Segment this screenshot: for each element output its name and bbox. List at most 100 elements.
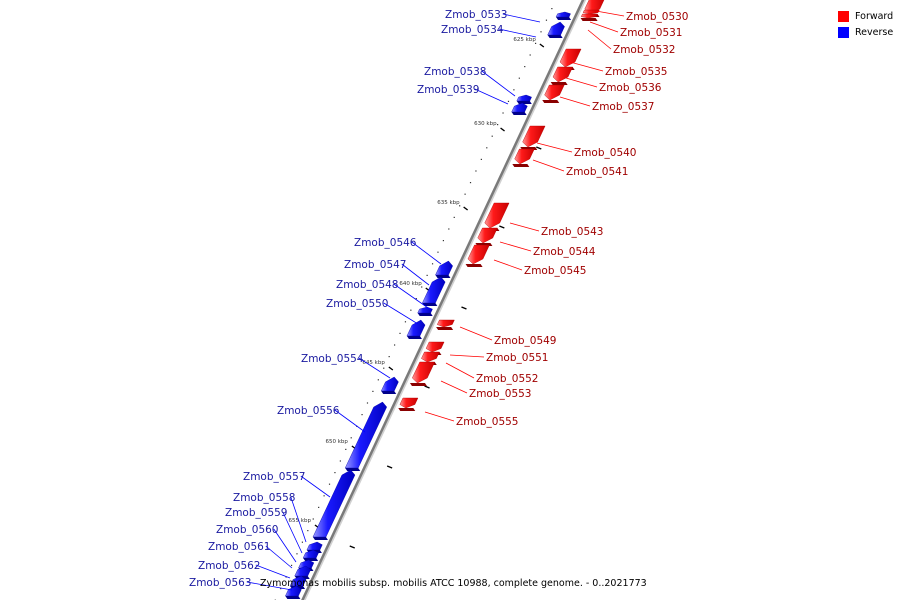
legend-label-forward: Forward <box>855 11 894 22</box>
minor-tick <box>529 54 531 56</box>
gene-arrow-zmob-0563[interactable] <box>285 585 302 597</box>
minor-tick <box>513 89 515 91</box>
gene-leader-line <box>498 28 537 38</box>
gene-label-zmob-0535[interactable]: Zmob_0535 <box>605 66 667 78</box>
gene-label-zmob-0531[interactable]: Zmob_0531 <box>620 27 682 39</box>
gene-arrow-zmob-0558[interactable] <box>306 541 323 551</box>
scale-mark <box>461 306 467 310</box>
minor-tick <box>551 8 553 10</box>
gene-label-zmob-0555[interactable]: Zmob_0555 <box>456 416 518 428</box>
gene-label-zmob-0559[interactable]: Zmob_0559 <box>225 507 287 519</box>
gene-arrow-zmob-0543[interactable] <box>484 202 510 229</box>
minor-tick <box>524 66 526 68</box>
gene-label-zmob-0532[interactable]: Zmob_0532 <box>613 44 675 56</box>
gene-label-zmob-0557[interactable]: Zmob_0557 <box>243 471 305 483</box>
gene-leader-line <box>358 357 391 379</box>
gene-leader-line <box>445 362 475 379</box>
gene-label-zmob-0543[interactable]: Zmob_0543 <box>541 226 603 238</box>
gene-arrow-shadow <box>512 164 530 167</box>
scale-mark <box>349 545 356 549</box>
gene-label-zmob-0548[interactable]: Zmob_0548 <box>336 279 398 291</box>
gene-label-zmob-0549[interactable]: Zmob_0549 <box>494 335 556 347</box>
minor-tick <box>464 193 466 195</box>
gene-label-zmob-0536[interactable]: Zmob_0536 <box>599 82 662 94</box>
gene-arrow-shadow <box>345 468 361 471</box>
gene-label-zmob-0546[interactable]: Zmob_0546 <box>354 237 417 249</box>
gene-arrow-zmob-0536[interactable] <box>552 66 573 83</box>
gene-label-zmob-0539[interactable]: Zmob_0539 <box>417 84 479 96</box>
gene-arrow-zmob-0548[interactable] <box>417 306 433 314</box>
minor-tick <box>312 518 314 520</box>
gene-label-zmob-0534[interactable]: Zmob_0534 <box>441 24 504 36</box>
gene-label-zmob-0544[interactable]: Zmob_0544 <box>533 246 596 258</box>
gene-label-zmob-0560[interactable]: Zmob_0560 <box>216 524 278 536</box>
gene-arrow-zmob-0550[interactable] <box>406 319 426 337</box>
gene-arrow-zmob-0535[interactable] <box>559 48 582 68</box>
minor-tick <box>399 332 401 334</box>
gene-label-zmob-0552[interactable]: Zmob_0552 <box>476 373 538 385</box>
gene-label-zmob-0545[interactable]: Zmob_0545 <box>524 265 586 277</box>
minor-tick <box>345 448 347 450</box>
gene-arrow-zmob-0537[interactable] <box>544 84 565 101</box>
gene-arrow-zmob-0547[interactable] <box>422 276 446 304</box>
gene-leader-line <box>282 511 303 554</box>
gene-arrow-zmob-0534[interactable] <box>547 21 565 36</box>
gene-arrow-zmob-0553[interactable] <box>412 361 436 384</box>
gene-leader-line <box>246 581 293 591</box>
gene-label-zmob-0553[interactable]: Zmob_0553 <box>469 388 531 400</box>
gene-label-zmob-0558[interactable]: Zmob_0558 <box>233 492 295 504</box>
gene-label-zmob-0547[interactable]: Zmob_0547 <box>344 259 406 271</box>
gene-arrow-zmob-0554[interactable] <box>380 376 399 392</box>
gene-label-zmob-0541[interactable]: Zmob_0541 <box>566 166 628 178</box>
gene-arrow-zmob-0545[interactable] <box>467 244 490 265</box>
gene-arrow-zmob-0555[interactable] <box>399 397 419 409</box>
gene-arrow-zmob-0562[interactable] <box>289 575 307 587</box>
gene-label-zmob-0554[interactable]: Zmob_0554 <box>301 353 364 365</box>
minor-tick <box>280 588 282 590</box>
gene-arrow-zmob-0560[interactable] <box>298 559 315 569</box>
minor-tick <box>296 553 298 555</box>
gene-arrow-zmob-0539[interactable] <box>511 102 528 113</box>
gene-label-zmob-0533[interactable]: Zmob_0533 <box>445 9 507 21</box>
gene-arrow-zmob-0552[interactable] <box>421 351 440 363</box>
gene-arrow-zmob-0541[interactable] <box>514 148 535 165</box>
gene-arrow-zmob-0549[interactable] <box>437 319 455 328</box>
gene-label-zmob-0537[interactable]: Zmob_0537 <box>592 101 654 113</box>
gene-label-zmob-0556[interactable]: Zmob_0556 <box>277 405 340 417</box>
gene-arrow-zmob-0559[interactable] <box>302 549 319 559</box>
tick-label: 625 kbp <box>513 37 536 43</box>
gene-arrow-zmob-0557[interactable] <box>312 469 356 538</box>
gene-leader-line <box>532 159 565 172</box>
gene-arrow-zmob-0531[interactable] <box>582 9 600 15</box>
minor-tick <box>393 344 396 346</box>
gene-arrow-zmob-0538[interactable] <box>516 94 532 102</box>
gene-label-zmob-0530[interactable]: Zmob_0530 <box>626 11 688 23</box>
gene-arrow-shadow <box>556 17 572 20</box>
gene-label-zmob-0550[interactable]: Zmob_0550 <box>326 298 388 310</box>
gene-arrow-shadow <box>398 408 416 411</box>
gene-label-zmob-0540[interactable]: Zmob_0540 <box>574 147 636 159</box>
gene-label-zmob-0551[interactable]: Zmob_0551 <box>486 352 548 364</box>
gene-leader-line <box>509 222 540 232</box>
gene-label-zmob-0563[interactable]: Zmob_0563 <box>189 577 251 589</box>
gene-arrow-zmob-0546[interactable] <box>435 260 453 276</box>
gene-arrow-zmob-0544[interactable] <box>477 227 498 244</box>
scale-mark <box>536 146 542 150</box>
gene-label-zmob-0562[interactable]: Zmob_0562 <box>198 560 260 572</box>
gene-leader-line <box>265 545 293 569</box>
minor-tick <box>518 77 520 79</box>
gene-arrow-zmob-0533[interactable] <box>555 11 571 18</box>
gene-arrow-zmob-0556[interactable] <box>344 401 387 469</box>
gene-label-zmob-0538[interactable]: Zmob_0538 <box>424 66 486 78</box>
gene-arrow-shadow <box>285 596 301 599</box>
minor-tick <box>307 530 309 532</box>
gene-label-zmob-0561[interactable]: Zmob_0561 <box>208 541 270 553</box>
gene-leader-line <box>290 496 307 543</box>
gene-arrow-zmob-0532[interactable] <box>580 13 598 19</box>
minor-tick <box>421 286 423 288</box>
gene-arrow-zmob-0561[interactable] <box>294 565 312 577</box>
gene-arrow-zmob-0551[interactable] <box>425 341 445 353</box>
scale-mark <box>499 225 505 229</box>
gene-arrow-zmob-0540[interactable] <box>522 125 546 148</box>
gene-leader-line <box>565 77 598 88</box>
